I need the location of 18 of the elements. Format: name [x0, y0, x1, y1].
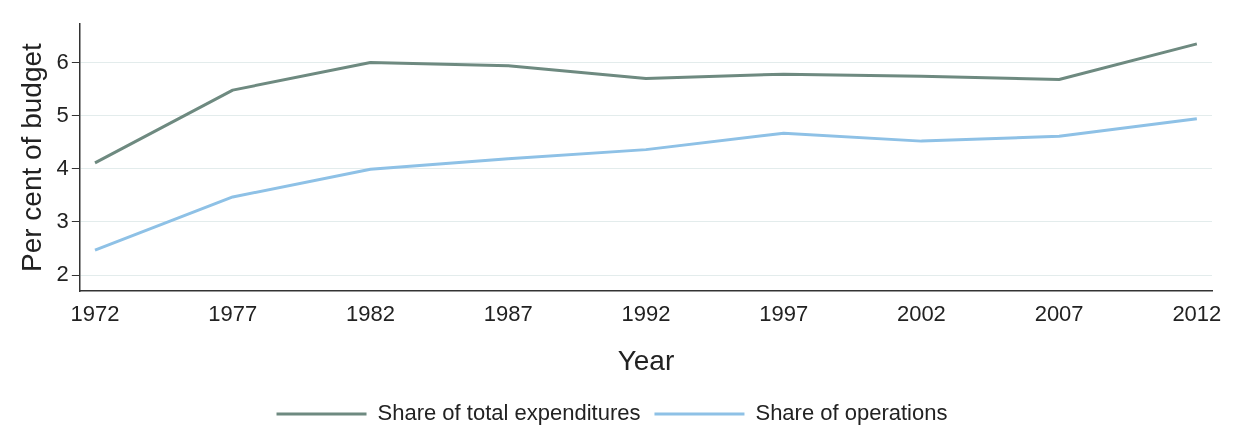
x-tick-label: 1997 [759, 301, 809, 327]
y-tick-label: 6 [56, 48, 69, 74]
y-tick-label: 5 [56, 101, 69, 127]
x-tick-label: 1987 [483, 301, 533, 327]
y-tick-label: 3 [56, 207, 69, 233]
y-axis-title: Per cent of budget [15, 42, 47, 273]
x-tick-label: 1977 [208, 301, 258, 327]
x-tick-label: 1992 [621, 301, 671, 327]
x-tick-label: 1982 [345, 301, 395, 327]
x-tick-label: 2002 [896, 301, 946, 327]
legend-label: Share of operations [755, 400, 948, 426]
x-tick-label: 2007 [1034, 301, 1084, 327]
y-tick-label: 2 [56, 261, 69, 287]
y-tick-label: 4 [56, 154, 69, 180]
x-tick-label: 1972 [70, 301, 120, 327]
legend-label: Share of total expenditures [377, 400, 641, 426]
x-tick-label: 2012 [1172, 301, 1222, 327]
x-axis-title: Year [617, 344, 675, 376]
